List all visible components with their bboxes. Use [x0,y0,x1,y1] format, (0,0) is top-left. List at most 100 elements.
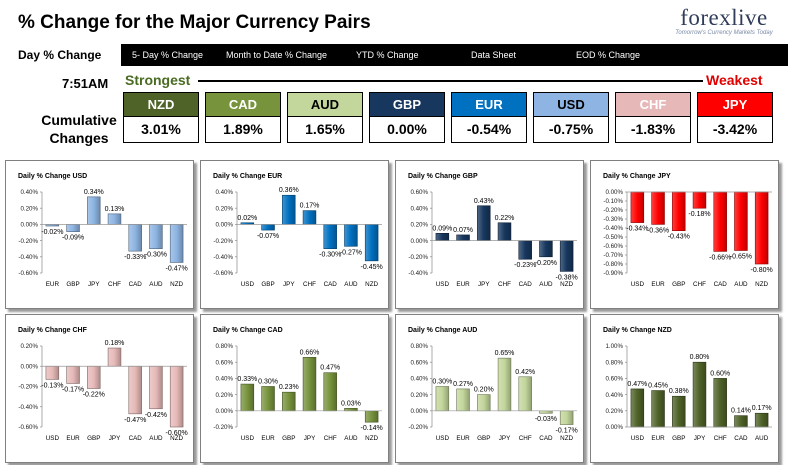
currency-code: CAD [205,92,281,117]
y-tick-label: 0.00% [410,238,428,245]
y-tick-label: 0.40% [410,205,428,212]
x-tick-label: NZD [170,435,183,442]
bar-nzd [754,191,769,265]
chart-eur: Daily % Change EUR 0.40% 0.20% 0.00% -0.20% -… [213,173,383,288]
data-label: -0.22% [83,392,105,399]
data-label: 0.14% [731,408,751,415]
currency-cumulative-value: 0.00% [369,117,445,143]
chart-cad: Daily % Change CAD 0.80% 0.60% 0.40% 0.20% 0.… [213,327,383,442]
y-tick-label: -0.70% [603,252,623,259]
nav-ytd-change[interactable]: YTD % Change [356,50,419,60]
chart-title: Daily % Change EUR [213,173,282,180]
y-tick-label: 0.20% [215,392,233,399]
bar-eur [66,365,80,384]
x-tick-label: EUR [66,435,80,442]
bar-cad [128,365,142,415]
bar-cad [539,410,553,414]
y-tick-label: -0.40% [213,254,233,261]
x-tick-label: NZD [560,435,573,442]
chart-panel-usd: Daily % Change USD 0.40% 0.20% 0.00% -0.20% -… [5,160,194,309]
bar-usd [45,365,60,380]
bar-aud [149,365,163,410]
x-tick-label: AUD [755,435,769,442]
currency-cumulative-value: 1.89% [205,117,281,143]
y-tick-label: 0.20% [215,205,233,212]
y-tick-label: 0.00% [215,222,233,229]
strongest-label: Strongest [125,72,191,88]
y-tick-label: 1.00% [605,343,623,350]
y-tick-label: 0.00% [410,408,428,415]
x-tick-label: AUD [539,281,553,288]
y-tick-label: -0.20% [408,424,428,431]
y-tick-label: 0.40% [20,189,38,196]
y-tick-label: 0.60% [410,359,428,366]
bar-nzd [169,365,184,428]
x-tick-label: CHF [303,281,316,288]
bar-aud [149,224,163,250]
data-label: -0.30% [145,252,167,259]
y-tick-label: -0.60% [603,243,623,250]
currency-cumulative-value: 1.65% [287,117,363,143]
x-tick-label: JPY [499,435,511,442]
forexlive-logo[interactable]: forexlive Tomorrow's Currency Markets To… [674,6,774,40]
nav-5day-change[interactable]: 5- Day % Change [132,50,204,60]
data-label: -0.17% [556,428,578,435]
weakest-label: Weakest [706,72,763,88]
y-tick-label: 0.40% [410,376,428,383]
nav-mtd-change[interactable]: Month to Date % Change [226,50,328,60]
x-tick-label: USD [436,435,450,442]
x-tick-label: JPY [109,435,121,442]
currency-code: CHF [615,92,691,117]
chart-title: Daily % Change CHF [18,327,88,334]
x-tick-label: CHF [693,281,706,288]
x-tick-label: CHF [714,435,727,442]
x-tick-label: USD [46,435,60,442]
bar-cad [518,240,532,260]
y-tick-label: 0.00% [20,363,38,370]
x-tick-label: EUR [261,435,275,442]
data-label: 0.07% [453,227,473,234]
chart-title: Daily % Change CAD [213,327,283,334]
data-label: -0.33% [124,254,146,261]
chart-title: Daily % Change USD [18,173,87,180]
data-label: 0.66% [300,349,320,356]
nav-data-sheet[interactable]: Data Sheet [471,50,517,60]
bar-usd [435,386,450,412]
bar-usd [630,191,645,223]
chart-panel-cad: Daily % Change CAD 0.80% 0.60% 0.40% 0.20% 0.… [200,314,389,463]
data-label: -0.18% [688,211,710,218]
currency-code: EUR [451,92,527,117]
x-tick-label: AUD [344,281,358,288]
bar-aud [754,412,769,428]
data-label: -0.47% [166,265,188,272]
chart-panel-gbp: Daily % Change GBP 0.60% 0.40% 0.20% 0.00% -0… [395,160,584,309]
bar-jpy [87,196,101,225]
cumulative-label-line1: Cumulative [41,112,117,128]
bar-nzd [364,224,379,262]
nav-day-change[interactable]: Day % Change [0,44,122,66]
data-label: -0.47% [124,417,146,424]
y-tick-label: 0.60% [410,189,428,196]
bar-eur [261,386,275,412]
x-tick-label: JPY [88,281,100,288]
nav-eod-change[interactable]: EOD % Change [576,50,641,60]
x-tick-label: NZD [365,435,378,442]
y-tick-label: -0.90% [603,270,623,277]
x-tick-label: GBP [672,435,685,442]
chart-chf: Daily % Change CHF 0.20% 0.00% -0.20% -0.40%… [18,327,188,442]
currency-box-usd: USD -0.75% [533,92,609,143]
y-tick-label: -0.50% [603,234,623,241]
y-tick-label: 0.80% [215,343,233,350]
data-label: 0.65% [495,350,515,357]
x-tick-label: GBP [66,281,79,288]
y-tick-label: 0.00% [215,408,233,415]
currency-cumulative-value: -1.83% [615,117,691,143]
bar-chf [518,376,532,412]
currency-cumulative-value: -0.75% [533,117,609,143]
data-label: 0.22% [495,215,515,222]
x-tick-label: JPY [283,281,295,288]
currency-box-chf: CHF -1.83% [615,92,691,143]
bar-usd [630,388,645,428]
data-label: -0.42% [145,412,167,419]
data-label: 0.60% [710,370,730,377]
